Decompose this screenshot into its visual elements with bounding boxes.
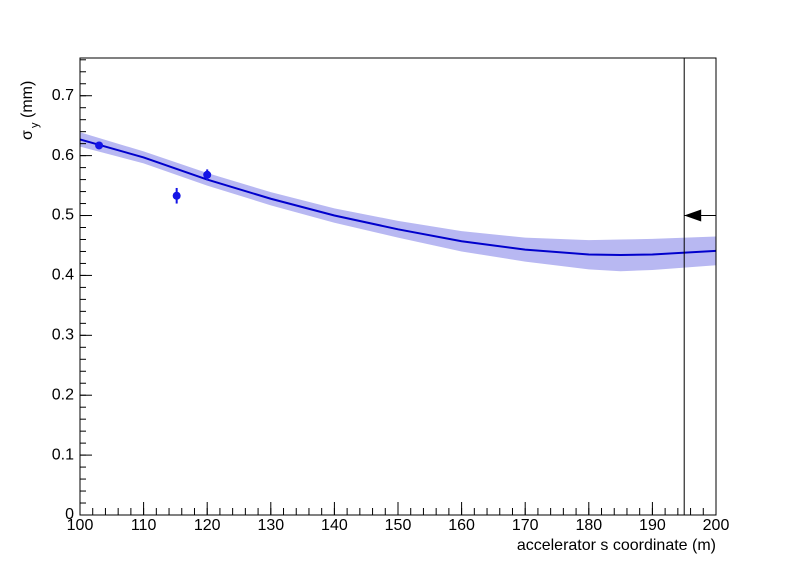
x-tick-label: 180: [575, 517, 602, 534]
x-tick-label: 170: [512, 517, 539, 534]
y-label-symbol: σ: [19, 130, 36, 140]
fit-band: [80, 132, 716, 272]
x-tick-label: 140: [321, 517, 348, 534]
x-tick-label: 100: [67, 517, 94, 534]
x-tick-label: 150: [385, 517, 412, 534]
y-tick-label: 0.3: [52, 327, 74, 344]
x-tick-label: 200: [703, 517, 730, 534]
data-point: [203, 170, 212, 179]
y-axis-label: σ y (mm): [19, 81, 41, 140]
data-point: [95, 141, 104, 150]
x-tick-label: 130: [257, 517, 284, 534]
x-tick-label: 190: [639, 517, 666, 534]
marker-arrow-head: [684, 209, 702, 222]
y-tick-label: 0.5: [52, 207, 74, 224]
y-tick-label: 0.6: [52, 147, 74, 164]
y-tick-label: 0.1: [52, 446, 74, 463]
data-point: [172, 191, 181, 200]
x-axis-label: accelerator s coordinate (m): [517, 537, 716, 554]
x-tick-label: 120: [194, 517, 221, 534]
x-tick-label: 110: [131, 517, 157, 534]
y-tick-label: 0.7: [52, 87, 74, 104]
y-tick-label: 0.2: [52, 386, 74, 403]
y-tick-label: 0.4: [52, 267, 74, 284]
y-label-sub: y: [29, 122, 41, 128]
y-tick-label: 0: [65, 506, 74, 523]
x-tick-label: 160: [448, 517, 475, 534]
fit-line: [79, 138, 717, 257]
plot-area: [79, 57, 717, 516]
y-label-unit: (mm): [19, 81, 36, 118]
